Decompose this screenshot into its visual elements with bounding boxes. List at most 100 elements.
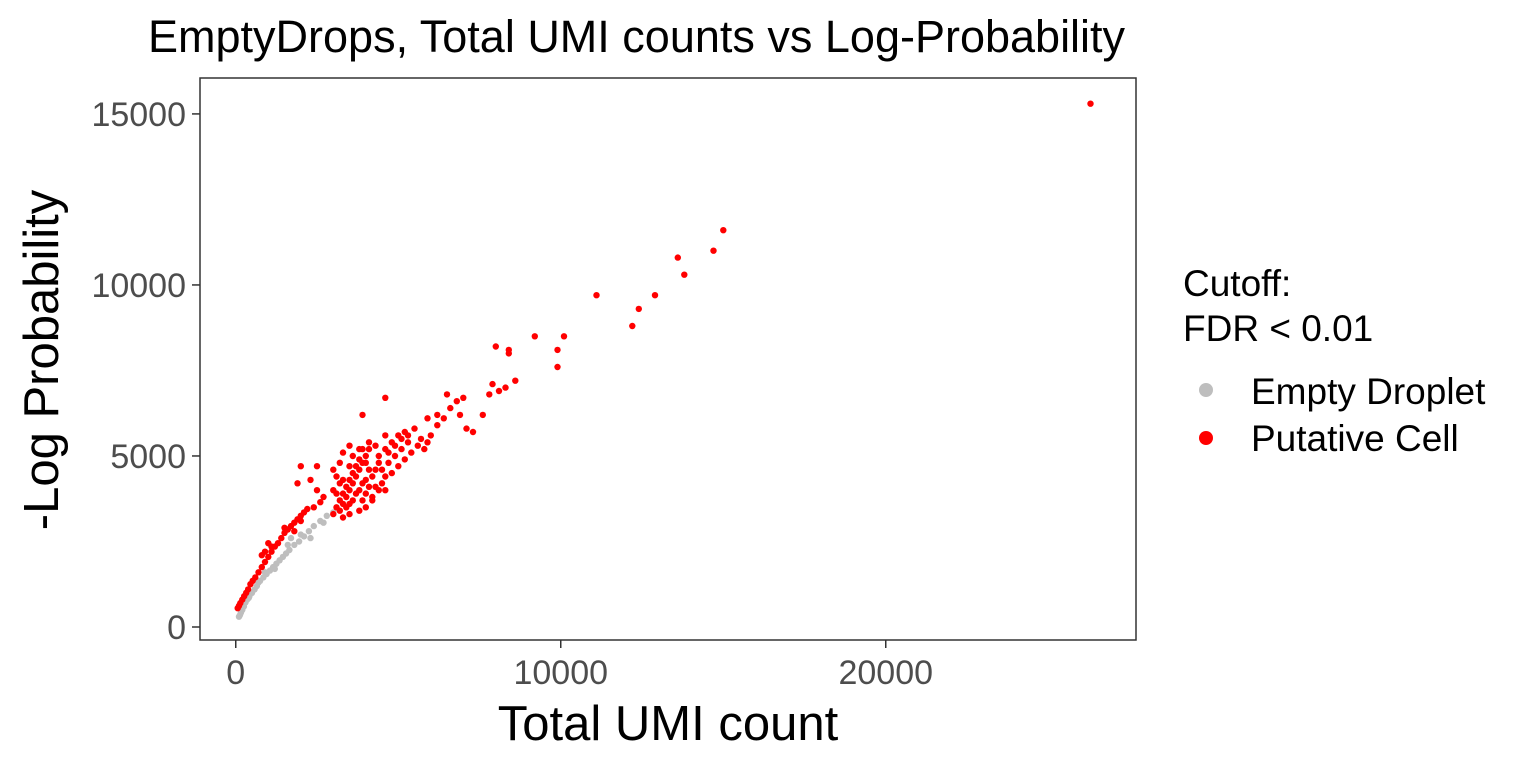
point-putative-cell-54 — [350, 480, 356, 486]
legend-title-line-2: FDR < 0.01 — [1183, 308, 1373, 349]
legend-label-putative-cell: Putative Cell — [1251, 418, 1459, 459]
point-putative-cell-121 — [376, 487, 382, 493]
point-putative-cell-129 — [454, 398, 460, 404]
point-putative-cell-101 — [376, 453, 382, 459]
legend-key-empty-droplet — [1199, 383, 1213, 397]
point-putative-cell-18 — [268, 543, 274, 549]
point-putative-cell-69 — [346, 443, 352, 449]
point-putative-cell-111 — [418, 436, 424, 442]
point-putative-cell-144 — [359, 412, 365, 418]
point-putative-cell-95 — [405, 439, 411, 445]
point-putative-cell-136 — [424, 415, 430, 421]
point-putative-cell-62 — [376, 460, 382, 466]
point-putative-cell-153 — [629, 323, 635, 329]
point-putative-cell-66 — [333, 473, 339, 479]
point-putative-cell-154 — [636, 306, 642, 312]
point-putative-cell-30 — [281, 525, 287, 531]
point-putative-cell-117 — [366, 439, 372, 445]
point-empty-droplet-30 — [307, 535, 313, 541]
point-putative-cell-59 — [366, 446, 372, 452]
point-putative-cell-39 — [314, 463, 320, 469]
point-putative-cell-91 — [379, 467, 385, 473]
point-putative-cell-155 — [652, 292, 658, 298]
point-putative-cell-55 — [353, 473, 359, 479]
point-empty-droplet-37 — [320, 520, 326, 526]
point-putative-cell-83 — [346, 463, 352, 469]
point-putative-cell-159 — [720, 227, 726, 233]
point-putative-cell-114 — [421, 446, 427, 452]
point-putative-cell-64 — [382, 487, 388, 493]
point-putative-cell-147 — [506, 347, 512, 353]
point-putative-cell-152 — [593, 292, 599, 298]
point-putative-cell-60 — [369, 473, 375, 479]
point-putative-cell-157 — [681, 272, 687, 278]
point-putative-cell-137 — [480, 412, 486, 418]
chart-title: EmptyDrops, Total UMI counts vs Log-Prob… — [148, 11, 1126, 62]
point-putative-cell-92 — [385, 460, 391, 466]
point-putative-cell-88 — [350, 497, 356, 503]
y-axis-title: -Log Probability — [15, 189, 69, 530]
point-putative-cell-71 — [356, 508, 362, 514]
point-putative-cell-160 — [1087, 101, 1093, 107]
point-putative-cell-140 — [486, 391, 492, 397]
point-putative-cell-84 — [350, 453, 356, 459]
point-putative-cell-90 — [363, 477, 369, 483]
point-empty-droplet-29 — [288, 535, 294, 541]
point-putative-cell-120 — [363, 460, 369, 466]
point-putative-cell-125 — [340, 514, 346, 520]
point-putative-cell-110 — [411, 425, 417, 431]
point-putative-cell-32 — [298, 518, 304, 524]
point-putative-cell-143 — [382, 395, 388, 401]
point-putative-cell-145 — [493, 343, 499, 349]
legend-key-putative-cell — [1199, 431, 1213, 445]
point-empty-droplet-25 — [311, 523, 317, 529]
point-putative-cell-96 — [389, 470, 395, 476]
point-putative-cell-82 — [340, 477, 346, 483]
point-putative-cell-106 — [385, 449, 391, 455]
point-putative-cell-127 — [441, 415, 447, 421]
point-putative-cell-94 — [398, 446, 404, 452]
point-putative-cell-93 — [392, 453, 398, 459]
point-empty-droplet-31 — [272, 566, 278, 572]
point-putative-cell-122 — [369, 497, 375, 503]
point-putative-cell-56 — [356, 467, 362, 473]
point-putative-cell-53 — [346, 487, 352, 493]
point-putative-cell-61 — [372, 467, 378, 473]
point-putative-cell-156 — [675, 254, 681, 260]
point-putative-cell-128 — [447, 405, 453, 411]
point-putative-cell-19 — [259, 552, 265, 558]
point-putative-cell-87 — [343, 504, 349, 510]
point-putative-cell-107 — [392, 443, 398, 449]
point-putative-cell-86 — [337, 508, 343, 514]
legend-label-empty-droplet: Empty Droplet — [1251, 371, 1486, 412]
point-putative-cell-126 — [434, 422, 440, 428]
point-empty-droplet-27 — [324, 513, 330, 519]
point-putative-cell-112 — [424, 439, 430, 445]
point-putative-cell-138 — [489, 381, 495, 387]
point-putative-cell-142 — [512, 378, 518, 384]
x-axis-title: Total UMI count — [498, 697, 839, 751]
point-putative-cell-37 — [307, 477, 313, 483]
point-putative-cell-68 — [340, 449, 346, 455]
point-putative-cell-38 — [298, 463, 304, 469]
point-putative-cell-116 — [372, 443, 378, 449]
point-putative-cell-115 — [382, 473, 388, 479]
point-putative-cell-52 — [343, 494, 349, 500]
point-putative-cell-36 — [314, 487, 320, 493]
point-putative-cell-158 — [710, 248, 716, 254]
x-tick-label-2: 20000 — [838, 654, 933, 692]
point-putative-cell-119 — [359, 446, 365, 452]
point-putative-cell-131 — [457, 412, 463, 418]
legend-title-line-1: Cutoff: — [1183, 263, 1291, 304]
point-putative-cell-67 — [337, 460, 343, 466]
point-putative-cell-135 — [434, 412, 440, 418]
point-putative-cell-149 — [554, 364, 560, 370]
point-putative-cell-40 — [294, 480, 300, 486]
point-putative-cell-139 — [496, 388, 502, 394]
point-putative-cell-98 — [402, 456, 408, 462]
y-tick-label-2: 10000 — [91, 267, 186, 305]
axis-ticks: 0 10000 20000050001000015000 — [91, 96, 933, 692]
point-putative-cell-58 — [363, 453, 369, 459]
point-putative-cell-41 — [330, 511, 336, 517]
